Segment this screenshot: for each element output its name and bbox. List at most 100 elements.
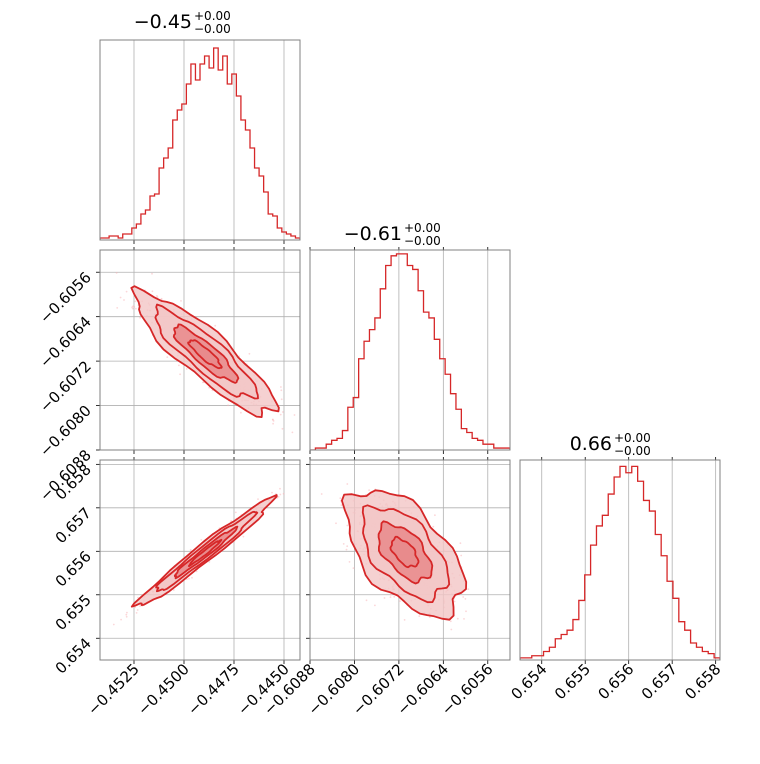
scatter-point: [464, 598, 467, 600]
scatter-point: [180, 300, 182, 302]
density-2-0: [112, 487, 285, 626]
scatter-point: [179, 373, 182, 376]
scatter-point: [280, 389, 283, 392]
x-tick-label-2-3: 0.657: [638, 660, 681, 703]
y-tick-label-2-2: 0.656: [52, 547, 95, 590]
scatter-point: [279, 487, 281, 490]
x-tick-label-2-0: 0.654: [507, 660, 550, 703]
scatter-point: [277, 495, 280, 498]
scatter-point: [186, 578, 188, 581]
scatter-point: [463, 618, 465, 620]
density-1-0: [115, 272, 296, 434]
scatter-point: [125, 613, 128, 616]
scatter-point: [126, 611, 128, 614]
scatter-point: [389, 593, 392, 596]
scatter-point: [383, 597, 386, 599]
panel-0-0: [99, 39, 301, 244]
scatter-point: [397, 490, 400, 492]
scatter-point: [346, 483, 349, 485]
scatter-point: [348, 561, 351, 563]
scatter-point: [320, 493, 323, 495]
x-tick-label-0-1: −0.4500: [134, 660, 193, 719]
scatter-point: [272, 422, 274, 425]
panel-border: [99, 39, 301, 241]
scatter-point: [135, 307, 137, 310]
panel-border: [309, 249, 511, 451]
scatter-point: [202, 381, 204, 384]
scatter-point: [374, 604, 376, 607]
scatter-point: [195, 570, 198, 573]
scatter-point: [151, 290, 154, 293]
scatter-point: [135, 612, 138, 614]
scatter-point: [368, 489, 370, 491]
density-2-1: [320, 483, 470, 631]
scatter-point: [281, 427, 284, 430]
scatter-point: [208, 386, 211, 389]
scatter-point: [449, 620, 452, 623]
scatter-point: [115, 272, 118, 274]
scatter-point: [240, 411, 242, 414]
scatter-point: [335, 522, 337, 525]
title-lower-1: −0.00: [404, 234, 441, 248]
scatter-point: [120, 618, 122, 621]
scatter-point: [339, 497, 342, 499]
scatter-point: [291, 431, 294, 434]
scatter-point: [214, 324, 217, 327]
histogram-0: [100, 47, 300, 240]
scatter-point: [432, 525, 435, 528]
y-tick-label-2-3: 0.657: [52, 504, 95, 547]
panel-border: [99, 459, 301, 661]
x-tick-label-2-4: 0.658: [681, 660, 724, 703]
panel-2-0: [96, 457, 301, 664]
panel-1-0: [96, 247, 301, 454]
scatter-point: [136, 609, 139, 611]
scatter-point: [189, 548, 192, 551]
histogram-2: [520, 465, 720, 660]
scatter-point: [293, 414, 296, 416]
scatter-point: [462, 596, 465, 598]
scatter-point: [340, 504, 343, 506]
scatter-point: [191, 576, 193, 579]
scatter-point: [272, 420, 275, 422]
scatter-point: [123, 299, 125, 301]
histogram-1: [310, 253, 510, 450]
scatter-point: [248, 352, 251, 355]
scatter-point: [352, 567, 355, 569]
contour-level-3: [187, 538, 223, 567]
scatter-point: [151, 272, 153, 275]
title-value-2: 0.66: [570, 433, 612, 455]
scatter-point: [393, 595, 396, 598]
title-lower-0: −0.00: [194, 22, 231, 36]
title-upper-1: +0.00: [404, 221, 441, 235]
scatter-point: [137, 596, 139, 599]
title-upper-2: +0.00: [614, 431, 651, 445]
x-tick-label-0-0: −0.4525: [84, 660, 143, 719]
scatter-point: [188, 577, 190, 580]
scatter-point: [178, 364, 180, 367]
x-tick-label-2-2: 0.656: [594, 660, 637, 703]
scatter-point: [139, 605, 141, 608]
panel-2-1: [306, 457, 511, 664]
scatter-point: [257, 498, 259, 500]
scatter-point: [418, 615, 421, 617]
scatter-point: [119, 296, 122, 299]
scatter-point: [365, 599, 368, 602]
contour-level-3: [389, 535, 420, 569]
histogram-step-line: [520, 465, 720, 660]
panel-title-1: −0.61 +0.00−0.00: [344, 221, 441, 248]
y-tick-label-2-1: 0.655: [52, 591, 95, 634]
scatter-point: [282, 411, 284, 413]
scatter-point: [234, 511, 237, 514]
scatter-point: [399, 600, 401, 602]
scatter-point: [112, 623, 115, 626]
scatter-point: [460, 554, 463, 557]
scatter-point: [456, 617, 459, 620]
title-value-1: −0.61: [344, 223, 402, 245]
histogram-step-line: [310, 253, 510, 450]
scatter-point: [459, 542, 462, 545]
title-upper-0: +0.00: [194, 9, 231, 23]
scatter-point: [133, 306, 136, 308]
scatter-point: [200, 539, 203, 541]
